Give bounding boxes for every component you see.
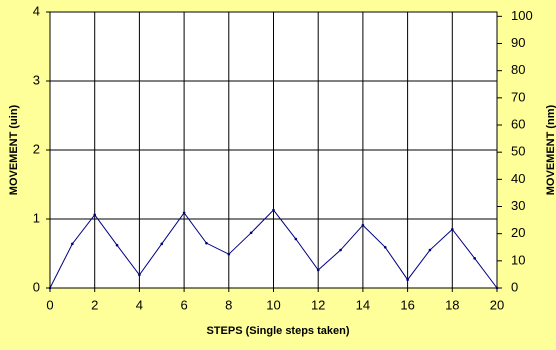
data-point bbox=[115, 243, 119, 247]
data-point bbox=[294, 237, 298, 241]
data-point bbox=[339, 248, 342, 252]
y-tick-label: 1 bbox=[33, 210, 40, 225]
x-tick-label: 16 bbox=[400, 297, 414, 312]
y2-tick-label: 80 bbox=[511, 62, 525, 77]
data-point bbox=[48, 286, 52, 290]
data-point bbox=[160, 242, 164, 246]
y-tick-label: 3 bbox=[33, 72, 40, 87]
y2-tick-label: 90 bbox=[511, 35, 525, 50]
y2-tick-label: 100 bbox=[511, 8, 533, 23]
data-point bbox=[227, 252, 231, 256]
data-point bbox=[316, 268, 320, 272]
data-point bbox=[71, 242, 74, 246]
x-tick-label: 14 bbox=[356, 297, 370, 312]
x-tick-label: 12 bbox=[311, 297, 325, 312]
y-tick-label: 2 bbox=[33, 141, 40, 156]
y2-tick-label: 20 bbox=[511, 225, 525, 240]
y-axis-title: MOVEMENT (uin) bbox=[8, 104, 20, 195]
x-tick-label: 10 bbox=[266, 297, 280, 312]
y2-tick-label: 70 bbox=[511, 89, 525, 104]
y2-tick-label: 10 bbox=[511, 252, 525, 267]
x-tick-label: 8 bbox=[225, 297, 232, 312]
data-point bbox=[406, 278, 409, 282]
x-tick-label: 0 bbox=[46, 297, 53, 312]
data-point bbox=[473, 257, 476, 260]
data-point bbox=[249, 231, 253, 235]
data-point bbox=[205, 241, 208, 245]
data-point bbox=[428, 248, 432, 252]
y2-tick-label: 30 bbox=[511, 198, 525, 213]
y2-axis-title: MOVEMENT (nm) bbox=[545, 104, 556, 195]
data-point bbox=[495, 286, 499, 290]
y-tick-label: 4 bbox=[33, 3, 40, 18]
y2-tick-label: 60 bbox=[511, 116, 525, 131]
x-tick-label: 20 bbox=[490, 297, 504, 312]
x-tick-label: 6 bbox=[180, 297, 187, 312]
y2-tick-label: 50 bbox=[511, 144, 525, 159]
x-tick-label: 4 bbox=[136, 297, 143, 312]
data-point bbox=[182, 211, 186, 215]
y2-tick-label: 0 bbox=[511, 279, 518, 294]
x-axis-title: STEPS (Single steps taken) bbox=[206, 325, 349, 337]
y2-tick-label: 40 bbox=[511, 171, 525, 186]
data-point bbox=[138, 273, 141, 277]
x-tick-label: 18 bbox=[445, 297, 459, 312]
data-point bbox=[93, 213, 96, 217]
data-point bbox=[451, 228, 454, 231]
data-point bbox=[272, 208, 275, 212]
x-tick-label: 2 bbox=[91, 297, 98, 312]
y-tick-label: 0 bbox=[33, 279, 40, 294]
data-point bbox=[361, 223, 365, 227]
data-point bbox=[383, 245, 387, 249]
